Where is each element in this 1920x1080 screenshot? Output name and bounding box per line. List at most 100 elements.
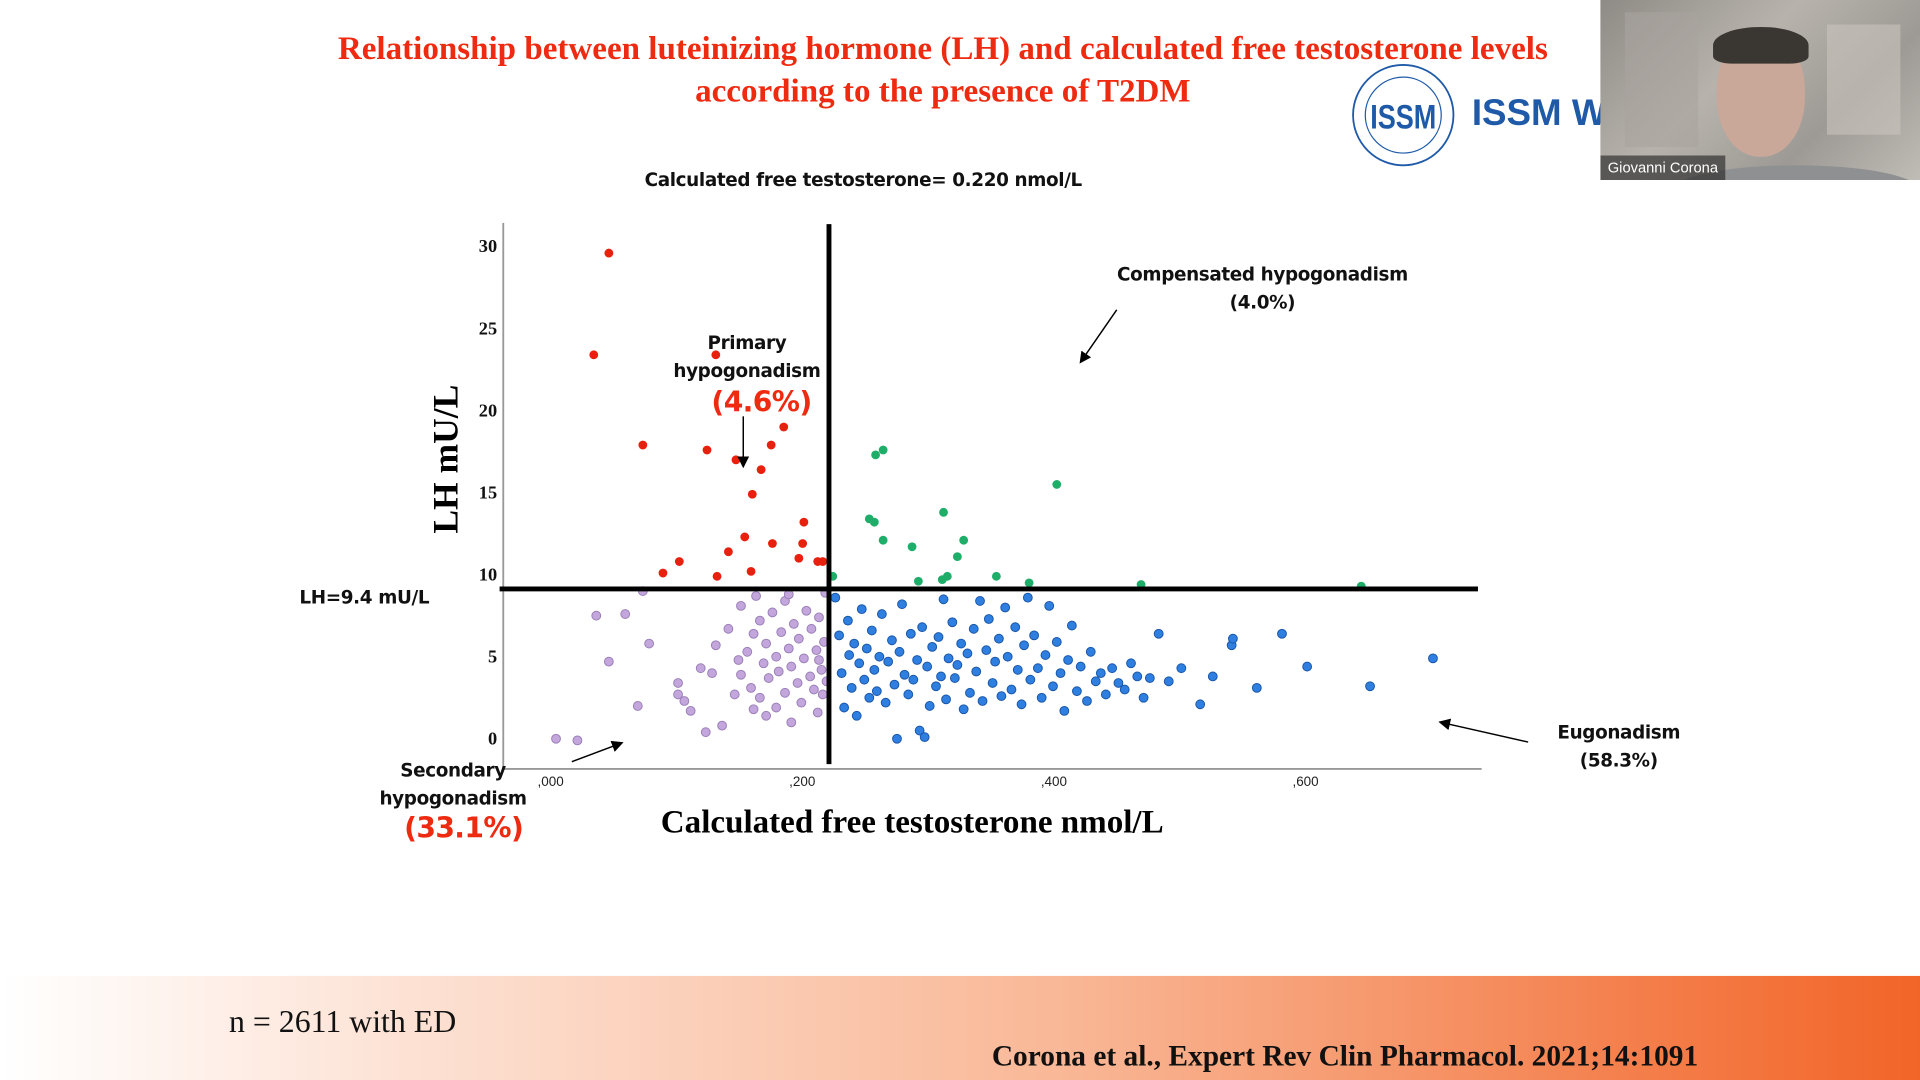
- scatter-point-eugonadism: [1019, 640, 1029, 651]
- scatter-point-primary-hypogonadism: [798, 539, 808, 548]
- scatter-point-eugonadism: [1040, 650, 1051, 660]
- scatter-point-eugonadism: [1100, 689, 1111, 700]
- scatter-point-primary-hypogonadism: [766, 440, 776, 450]
- scatter-point-compensated-hypogonadism: [952, 552, 962, 562]
- scatter-point-eugonadism: [1207, 671, 1218, 682]
- scatter-point-secondary-hypogonadism: [773, 666, 784, 677]
- scatter-point-eugonadism: [899, 669, 910, 680]
- scatter-point-eugonadism: [1029, 630, 1040, 641]
- scatter-point-compensated-hypogonadism: [913, 576, 923, 586]
- scatter-point-eugonadism: [1082, 696, 1092, 706]
- scatter-point-eugonadism: [861, 643, 872, 654]
- eugonadism-percent: (58.3%): [1579, 749, 1658, 772]
- scatter-point-eugonadism: [871, 686, 882, 697]
- cft-threshold-label: Calculated free testosterone= 0.220 nmol…: [644, 168, 1083, 192]
- participant-name: Giovanni Corona: [1600, 155, 1726, 181]
- scatter-point-primary-hypogonadism: [756, 465, 766, 475]
- scatter-point-eugonadism: [922, 661, 933, 672]
- scatter-point-primary-hypogonadism: [658, 568, 668, 578]
- scatter-point-primary-hypogonadism: [768, 539, 777, 548]
- scatter-point-secondary-hypogonadism: [736, 600, 746, 611]
- scatter-point-eugonadism: [849, 638, 860, 649]
- scatter-point-secondary-hypogonadism: [816, 664, 827, 675]
- scatter-point-eugonadism: [846, 682, 857, 693]
- scatter-point-secondary-hypogonadism: [805, 671, 816, 682]
- lh-threshold-label: LH=9.4 mU/L: [299, 586, 430, 609]
- scatter-point-eugonadism: [947, 617, 958, 628]
- scatter-point-secondary-hypogonadism: [746, 682, 756, 693]
- scatter-point-compensated-hypogonadism: [942, 571, 952, 581]
- scatter-point-secondary-hypogonadism: [763, 673, 774, 683]
- scatter-point-eugonadism: [933, 632, 944, 642]
- scatter-point-eugonadism: [1144, 673, 1155, 683]
- scatter-point-secondary-hypogonadism: [673, 689, 683, 700]
- scatter-point-eugonadism: [1059, 705, 1070, 716]
- scatter-point-secondary-hypogonadism: [761, 638, 772, 649]
- scatter-point-secondary-hypogonadism: [798, 653, 809, 664]
- scatter-point-secondary-hypogonadism: [767, 607, 778, 618]
- scatter-point-eugonadism: [1012, 664, 1023, 675]
- x-axis-title: Calculated free testosterone nmol/L: [660, 803, 1164, 841]
- issm-seal-icon: ISSM: [1352, 63, 1455, 167]
- scatter-point-eugonadism: [1176, 663, 1187, 674]
- y-tick-label: 5: [487, 647, 498, 668]
- scatter-point-eugonadism: [897, 599, 907, 610]
- secondary-percent: (33.1%): [404, 813, 524, 845]
- scatter-point-eugonadism: [843, 615, 853, 626]
- scatter-point-eugonadism: [938, 594, 949, 605]
- scatter-point-primary-hypogonadism: [746, 566, 756, 576]
- primary-percent: (4.6%): [711, 386, 812, 419]
- scatter-point-secondary-hypogonadism: [742, 646, 753, 657]
- scatter-point-secondary-hypogonadism: [707, 668, 717, 679]
- scatter-point-eugonadism: [1010, 622, 1021, 633]
- scatter-point-compensated-hypogonadism: [1052, 480, 1062, 489]
- scatter-point-eugonadism: [975, 596, 985, 606]
- webcam-tile[interactable]: Giovanni Corona: [1600, 0, 1920, 181]
- scatter-point-eugonadism: [927, 641, 938, 652]
- scatter-point-eugonadism: [990, 656, 1001, 667]
- scatter-point-eugonadism: [1006, 684, 1017, 695]
- scatter-point-eugonadism: [836, 668, 847, 679]
- scatter-point-primary-hypogonadism: [604, 248, 614, 258]
- scatter-point-eugonadism: [977, 696, 988, 706]
- scatter-point-eugonadism: [866, 625, 877, 636]
- svg-text:ISSM: ISSM: [1370, 99, 1436, 137]
- scatter-point-eugonadism: [1090, 676, 1101, 687]
- scatter-point-secondary-hypogonadism: [700, 727, 711, 738]
- secondary-label-2: hypogonadism: [379, 787, 527, 810]
- scatter-point-eugonadism: [1138, 692, 1149, 703]
- scatter-point-eugonadism: [851, 710, 862, 721]
- scatter-point-eugonadism: [864, 692, 875, 703]
- scatter-point-eugonadism: [1048, 681, 1058, 692]
- scatter-point-primary-hypogonadism: [674, 557, 684, 566]
- scatter-point-eugonadism: [1119, 684, 1130, 695]
- x-tick-label: ,200: [789, 775, 816, 790]
- secondary-label-1: Secondary: [400, 759, 506, 782]
- scatter-point-primary-hypogonadism: [799, 517, 809, 527]
- scatter-point-primary-hypogonadism: [779, 422, 789, 432]
- scatter-point-eugonadism: [1163, 676, 1174, 687]
- scatter-point-compensated-hypogonadism: [959, 535, 969, 545]
- scatter-point-eugonadism: [1132, 671, 1143, 682]
- scatter-point-eugonadism: [869, 664, 880, 675]
- scatter-point-secondary-hypogonadism: [771, 651, 782, 662]
- secondary-arrow-icon: [571, 740, 624, 763]
- scatter-point-eugonadism: [1107, 663, 1118, 674]
- scatter-point-secondary-hypogonadism: [786, 661, 797, 672]
- scatter-point-secondary-hypogonadism: [736, 669, 746, 680]
- title-line-1: Relationship between luteinizing hormone…: [337, 29, 1548, 67]
- scatter-point-eugonadism: [943, 653, 954, 664]
- scatter-point-secondary-hypogonadism: [780, 687, 790, 698]
- scatter-point-primary-hypogonadism: [712, 571, 722, 581]
- scatter-point-eugonadism: [983, 614, 994, 624]
- scatter-point-eugonadism: [941, 694, 951, 705]
- scatter-point-eugonadism: [981, 645, 992, 656]
- scatter-point-eugonadism: [1195, 699, 1206, 710]
- y-tick-label: 20: [478, 401, 498, 422]
- scatter-point-eugonadism: [956, 638, 967, 649]
- compensated-percent: (4.0%): [1229, 291, 1296, 314]
- scatter-point-eugonadism: [1302, 661, 1313, 672]
- scatter-point-eugonadism: [854, 658, 865, 669]
- scatter-point-primary-hypogonadism: [747, 489, 757, 499]
